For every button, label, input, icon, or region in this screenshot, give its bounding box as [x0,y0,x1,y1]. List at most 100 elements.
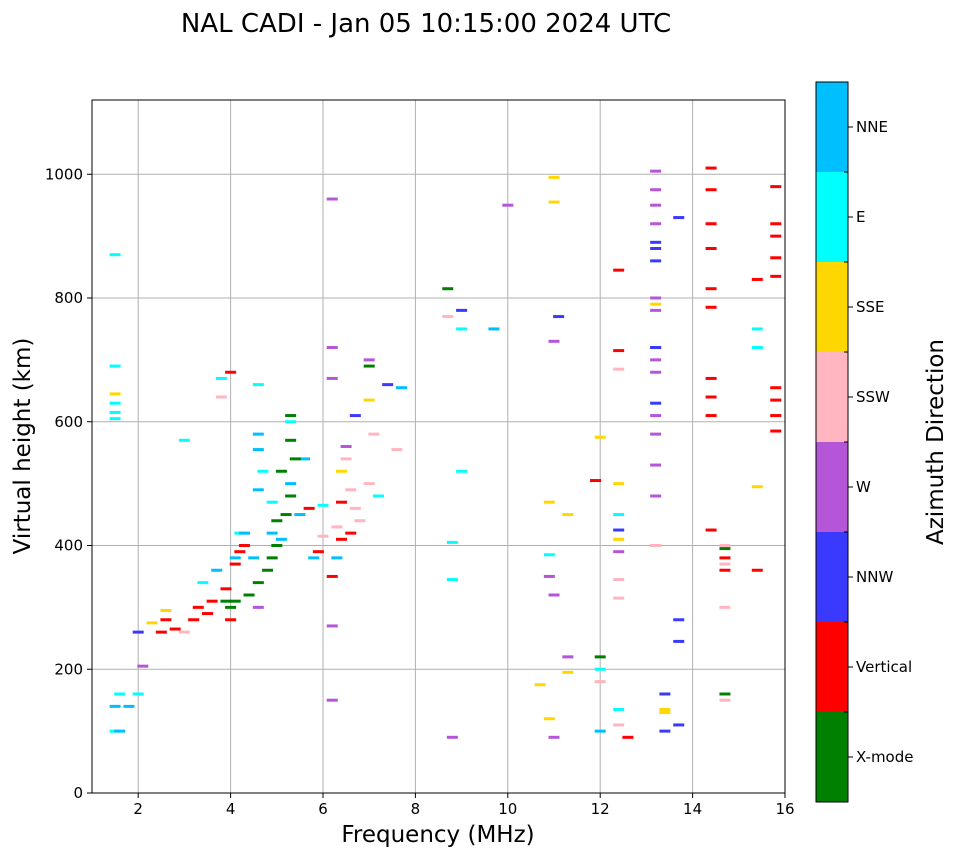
echo-point-w [363,358,375,362]
echo-point-e [317,503,329,507]
echo-point-sse [613,482,625,486]
colorbar-swatch [816,532,848,622]
echo-point-sse [109,392,121,396]
echo-point-ssw [613,596,625,600]
echo-point-vertical [234,550,246,554]
echo-point-ssw [345,488,357,492]
echo-point-nnw [673,723,685,727]
echo-point-nnw [659,729,671,733]
echo-point-nnw [650,259,662,263]
echo-point-nne [594,729,606,733]
colorbar-tick-label: Vertical [856,658,912,676]
echo-point-nnw [613,528,625,532]
echo-point-w [548,339,560,343]
echo-point-w [326,197,338,201]
y-axis-label: Virtual height (km) [10,338,36,555]
echo-point-nne [123,704,135,708]
echo-point-sse [534,683,546,687]
echo-point-x-mode [243,593,255,597]
echo-point-vertical [770,429,782,433]
echo-point-ssw [349,506,361,510]
echo-point-vertical [705,222,717,226]
echo-point-vertical [770,414,782,418]
echo-point-e [613,513,625,517]
echo-point-vertical [169,627,181,631]
echo-point-vertical [770,274,782,278]
echo-point-nne [252,448,264,452]
echo-point-nne [238,531,250,535]
colorbar-tick-label: NNE [856,118,888,136]
echo-point-vertical [705,395,717,399]
echo-point-w [650,432,662,436]
echo-point-w [650,188,662,192]
echo-point-x-mode [266,556,278,560]
y-tick-label: 200 [54,660,83,678]
echo-point-sse [659,707,671,711]
colorbar-frame [815,81,849,803]
echo-point-w [650,169,662,173]
echo-point-e [372,494,384,498]
echo-point-vertical [770,234,782,238]
y-tick-label: 600 [54,413,83,431]
echo-point-vertical [326,574,338,578]
colorbar-swatch [816,82,848,172]
colorbar: X-mode Vertical NNW W SSW SSE E NNE [816,81,913,803]
echo-point-vertical [590,479,602,483]
echo-point-vertical [705,188,717,192]
colorbar-tick-label: SSW [856,388,890,406]
echo-point-sse [160,608,172,612]
echo-point-vertical [613,349,625,353]
colorbar-swatch [816,262,848,352]
colorbar-swatch [816,172,848,262]
echo-point-ssw [613,723,625,727]
echo-point-w [326,698,338,702]
echo-point-nnw [456,308,468,312]
y-tick-label: 1000 [45,165,83,183]
echo-point-nnw [650,240,662,244]
colorbar-tick-label: NNW [856,568,893,586]
echo-point-sse [659,711,671,715]
colorbar-swatch [816,442,848,532]
echo-point-x-mode [285,414,297,418]
x-tick-label: 10 [498,800,517,818]
echo-point-nnw [673,216,685,220]
echo-point-vertical [335,537,347,541]
echo-point-w [650,308,662,312]
echo-point-vertical [225,618,237,622]
echo-point-sse [543,717,555,721]
echo-point-sse [650,302,662,306]
echo-point-vertical [202,612,213,616]
echo-point-x-mode [275,469,287,473]
echo-point-w [650,370,662,374]
echo-point-sse [751,485,763,489]
echo-point-w [543,574,555,578]
colorbar-tick-label: E [856,208,865,226]
echo-point-vertical [705,166,717,170]
chart-title: NAL CADI - Jan 05 10:15:00 2024 UTC [181,9,671,39]
echo-point-sse [548,175,560,179]
echo-point-e [109,417,121,421]
x-tick-label: 8 [411,800,421,818]
echo-point-w [650,414,662,418]
echo-point-x-mode [280,513,292,517]
echo-point-x-mode [594,655,606,659]
echo-point-nne [229,556,241,560]
echo-point-ssw [613,367,625,371]
x-tick-label: 4 [226,800,236,818]
x-tick-label: 12 [591,800,610,818]
y-tick-label: 400 [54,537,83,555]
echo-point-w [252,605,264,609]
echo-point-nne [252,432,264,436]
x-tick-label: 14 [683,800,702,818]
grid-lines [92,100,786,794]
echo-point-w [326,376,338,380]
echo-point-e [456,327,468,331]
echo-point-nne [308,556,320,560]
echo-point-vertical [188,618,200,622]
echo-point-w [562,655,574,659]
echo-point-e [257,469,269,473]
echo-point-vertical [622,735,634,739]
x-tick-label: 6 [318,800,328,818]
echo-point-e [613,707,625,711]
echo-point-ssw [391,448,403,452]
